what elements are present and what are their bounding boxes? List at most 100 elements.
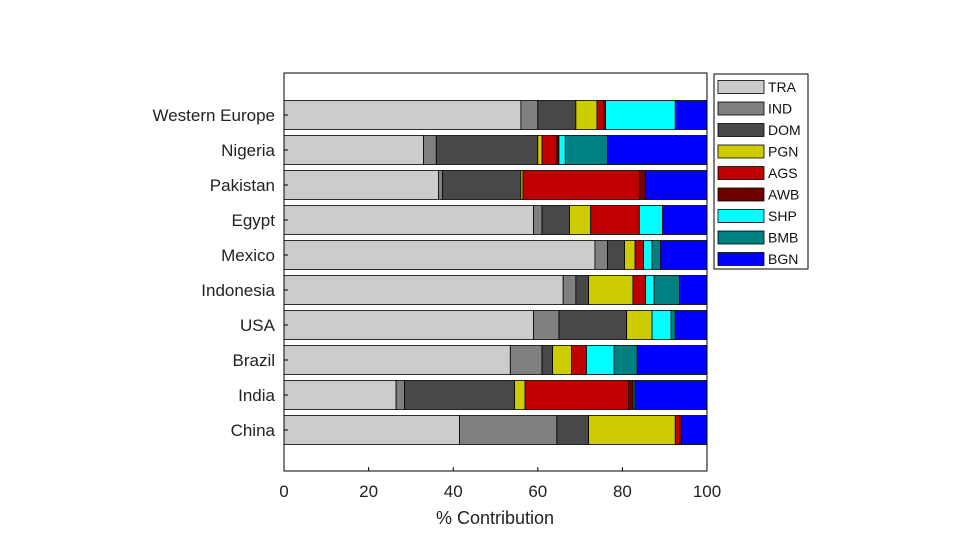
category-label-pakistan: Pakistan (210, 176, 275, 195)
bar-nigeria-tra (283, 135, 424, 165)
bar-brazil-dom (541, 345, 554, 375)
bar-indonesia-bgn (679, 275, 708, 305)
legend-label-bgn: BGN (768, 251, 798, 267)
bar-indonesia-ags (632, 275, 647, 305)
bar-mexico-bmb (651, 240, 661, 270)
bar-indonesia-dom (575, 275, 589, 305)
plot-frame (283, 72, 708, 472)
bar-nigeria-dom (435, 135, 539, 165)
legend-swatch-tra (717, 80, 765, 94)
bar-nigeria-ags (541, 135, 558, 165)
legend-label-ind: IND (768, 101, 792, 117)
legend-label-dom: DOM (768, 122, 801, 138)
bar-mexico-ind (594, 240, 608, 270)
legend-swatch-dom (717, 123, 765, 137)
bar-china-bgn (681, 415, 708, 445)
legend-swatch-pgn (717, 144, 765, 159)
bar-egypt-pgn (569, 205, 592, 235)
bar-western-europe-bgn (674, 100, 708, 130)
bar-mexico-shp (643, 240, 653, 270)
bar-pakistan-ags (522, 170, 640, 200)
bar-indonesia-shp (645, 275, 655, 305)
bar-china-ind (459, 415, 558, 445)
bar-egypt-ags (590, 205, 640, 235)
bar-western-europe-pgn (575, 100, 598, 130)
legend-swatch-ags (717, 166, 765, 180)
bar-usa-shp (651, 310, 672, 340)
bar-china-tra (283, 415, 460, 445)
bar-nigeria-bmb (564, 135, 608, 165)
bar-nigeria-ind (423, 135, 437, 165)
bar-brazil-pgn (552, 345, 573, 375)
bar-western-europe-tra (283, 100, 522, 130)
legend-swatch-bmb (717, 230, 765, 245)
bar-mexico-pgn (624, 240, 636, 270)
category-label-china: China (231, 421, 276, 440)
x-tick-label: 20 (359, 482, 378, 501)
bar-india-dom (404, 380, 515, 410)
bar-india-ind (395, 380, 405, 410)
bar-china-pgn (588, 415, 676, 445)
category-label-egypt: Egypt (232, 211, 276, 230)
legend-label-awb: AWB (768, 187, 799, 203)
category-label-western-europe: Western Europe (152, 106, 275, 125)
bar-nigeria-shp (558, 135, 566, 165)
bar-egypt-ind (533, 205, 543, 235)
bar-mexico-tra (283, 240, 596, 270)
bar-usa-dom (558, 310, 628, 340)
bar-pakistan-dom (442, 170, 522, 200)
legend-swatch-ind (717, 101, 765, 116)
category-label-nigeria: Nigeria (221, 141, 275, 160)
bar-western-europe-dom (537, 100, 577, 130)
bar-western-europe-ind (520, 100, 539, 130)
legend: TRA IND DOM PGN AGS AWB SHP BMB BGN (713, 73, 809, 270)
bar-nigeria-bgn (607, 135, 708, 165)
bars-layer (283, 100, 708, 445)
bar-india-pgn (514, 380, 526, 410)
bar-mexico-ags (634, 240, 644, 270)
bar-brazil-ags (571, 345, 587, 375)
bar-usa-pgn (626, 310, 653, 340)
bar-brazil-bmb (613, 345, 638, 375)
bar-indonesia-tra (283, 275, 564, 305)
bar-china-ags (674, 415, 680, 445)
bar-brazil-tra (283, 345, 511, 375)
x-axis: 0 20 40 60 80 100 (279, 467, 721, 501)
legend-label-shp: SHP (768, 208, 797, 224)
bar-usa-tra (283, 310, 534, 340)
bar-india-awb (628, 380, 634, 410)
bar-egypt-shp (638, 205, 663, 235)
bar-brazil-shp (586, 345, 615, 375)
category-label-indonesia: Indonesia (201, 281, 275, 300)
legend-label-ags: AGS (768, 165, 798, 181)
bar-indonesia-pgn (588, 275, 634, 305)
category-label-mexico: Mexico (221, 246, 275, 265)
bar-pakistan-ind (437, 170, 444, 200)
x-tick-label: 0 (279, 482, 288, 501)
legend-swatch-awb (717, 187, 765, 202)
bar-nigeria-pgn (537, 135, 543, 165)
bar-indonesia-bmb (653, 275, 680, 305)
bar-india-bgn (634, 380, 708, 410)
x-tick-label: 100 (693, 482, 721, 501)
x-tick-label: 60 (528, 482, 547, 501)
x-tick-label: 80 (613, 482, 632, 501)
bar-indonesia-ind (562, 275, 577, 305)
bar-india-ags (524, 380, 630, 410)
bar-china-dom (556, 415, 589, 445)
bar-india-tra (283, 380, 397, 410)
bar-brazil-ind (509, 345, 543, 375)
bar-usa-bgn (674, 310, 708, 340)
legend-swatch-bgn (717, 252, 765, 266)
bar-western-europe-ags (596, 100, 604, 130)
bar-egypt-tra (283, 205, 534, 235)
bar-mexico-bgn (660, 240, 708, 270)
legend-label-pgn: PGN (768, 144, 798, 160)
x-tick-label: 40 (444, 482, 463, 501)
legend-label-tra: TRA (768, 79, 797, 95)
bar-pakistan-awb (638, 170, 647, 200)
category-label-usa: USA (240, 316, 276, 335)
bar-egypt-dom (541, 205, 570, 235)
bar-pakistan-tra (283, 170, 439, 200)
